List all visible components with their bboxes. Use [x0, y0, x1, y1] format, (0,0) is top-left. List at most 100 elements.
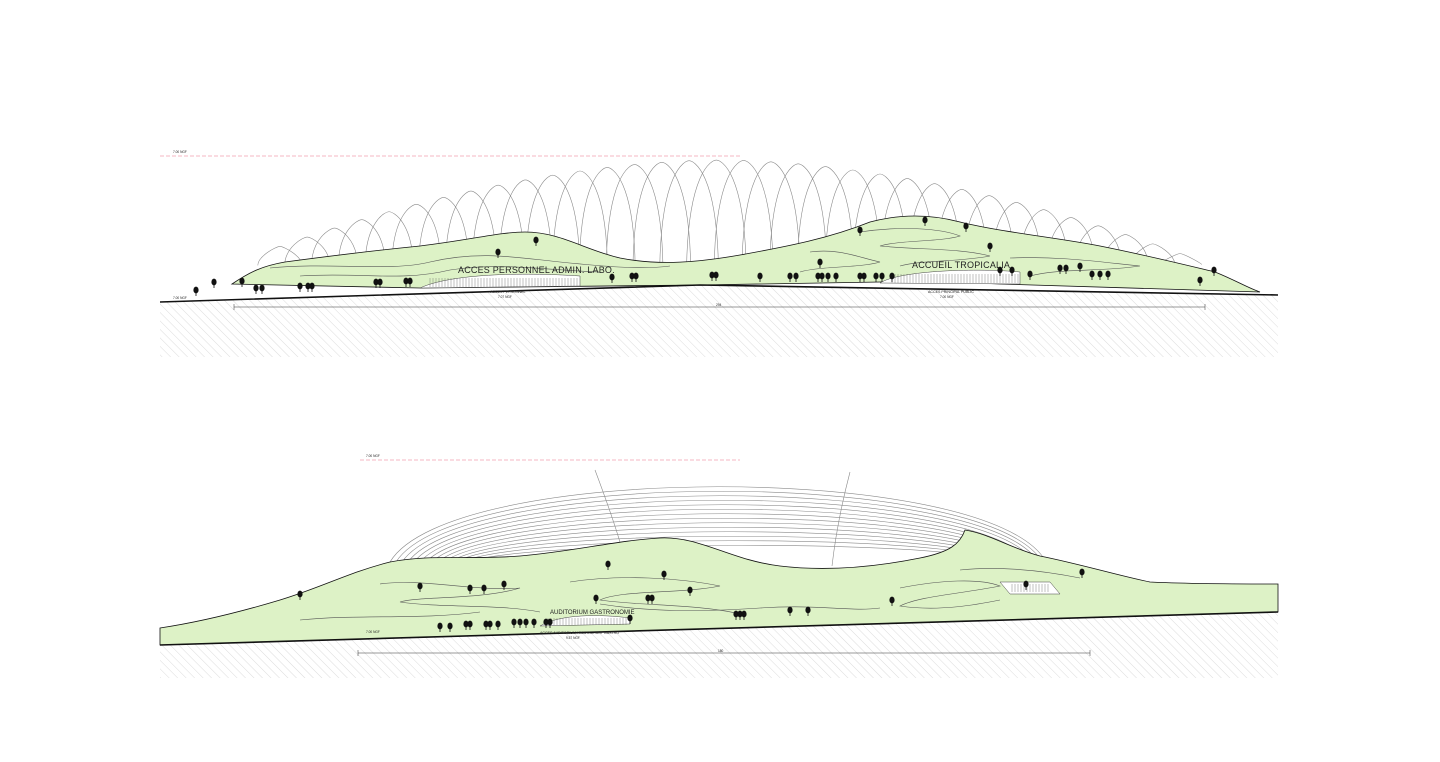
datum-label-top: 7.00 NGF: [173, 150, 187, 154]
tree-trunk: [195, 293, 197, 296]
tree-icon: [857, 272, 863, 282]
tree-icon: [309, 282, 315, 292]
tree-icon: [297, 590, 303, 600]
tree-trunk: [419, 589, 421, 592]
tree-trunk: [835, 279, 837, 282]
tree-crown: [793, 272, 799, 280]
ground-level-bottom: 7.00 NGF: [366, 630, 380, 634]
tree-icon: [517, 618, 523, 628]
tree-crown: [833, 272, 839, 280]
dome-rib: [257, 246, 303, 266]
tree-crown: [447, 622, 453, 630]
tree-crown: [817, 258, 823, 266]
tree-icon: [1097, 270, 1103, 280]
tree-icon: [407, 277, 413, 287]
tree-trunk: [261, 291, 263, 294]
tree-crown: [1089, 270, 1095, 278]
tree-crown: [713, 271, 719, 279]
tree-trunk: [629, 621, 631, 624]
tree-icon: [922, 216, 928, 226]
tree-trunk: [827, 279, 829, 282]
tree-icon: [661, 570, 667, 580]
tree-icon: [483, 620, 489, 630]
tree-icon: [487, 620, 493, 630]
tree-trunk: [735, 617, 737, 620]
tree-trunk: [607, 567, 609, 570]
ground-line-top: [159, 284, 1279, 303]
tree-icon: [447, 622, 453, 632]
tree-crown: [649, 594, 655, 602]
dome-rib: [445, 190, 497, 272]
tree-icon: [713, 271, 719, 281]
tree-trunk: [449, 629, 451, 632]
tree-crown: [627, 614, 633, 622]
tree-crown: [417, 582, 423, 590]
dome-rib: [418, 197, 470, 271]
tree-icon: [633, 272, 639, 282]
tree-trunk: [405, 284, 407, 287]
tree-crown: [922, 216, 928, 224]
tree-trunk: [611, 280, 613, 283]
tree-crown: [609, 273, 615, 281]
elevation-top: 7.00 NGF 294 ACCES: [159, 150, 1279, 357]
tree-crown: [819, 272, 825, 280]
tree-icon: [787, 606, 793, 616]
tree-icon: [997, 266, 1003, 276]
dome-rib: [713, 160, 774, 280]
dome-arc: [401, 495, 1038, 563]
entrance-public-label: ACCES PRINCIPAL PUBLIC: [928, 290, 974, 294]
tree-trunk: [1029, 277, 1031, 280]
tree-icon: [305, 282, 311, 292]
ground-section-bottom: [160, 612, 1278, 678]
tree-crown: [661, 570, 667, 578]
tree-trunk: [1199, 283, 1201, 286]
dome-rib: [498, 179, 553, 274]
tree-trunk: [497, 627, 499, 630]
dome-rib: [578, 167, 636, 277]
tree-icon: [1063, 264, 1069, 274]
tree-crown: [987, 242, 993, 250]
tree-icon: [627, 614, 633, 624]
tree-icon: [737, 610, 743, 620]
tree-trunk: [375, 285, 377, 288]
tree-icon: [211, 278, 217, 288]
tree-crown: [297, 282, 303, 290]
tree-icon: [1211, 266, 1217, 276]
tree-trunk: [863, 279, 865, 282]
dome-rib: [337, 219, 386, 269]
tree-crown: [889, 596, 895, 604]
tree-trunk: [1059, 271, 1061, 274]
ground-line-bottom: [159, 611, 1279, 646]
tree-icon: [531, 618, 537, 628]
entrance-public-level: 7.00 NGF: [940, 295, 954, 299]
tree-trunk: [647, 601, 649, 604]
tree-icon: [501, 580, 507, 590]
tree-crown: [645, 594, 651, 602]
tree-trunk: [311, 289, 313, 292]
tree-icon: [377, 278, 383, 288]
tree-trunk: [545, 625, 547, 628]
tree-trunk: [497, 255, 499, 258]
entrance-staff-label: ACCES PERSONNEL: [490, 290, 526, 294]
tree-crown: [1211, 266, 1217, 274]
tree-trunk: [807, 613, 809, 616]
landscape-bottom: [159, 529, 1279, 646]
label-auditorium: AUDITORIUM GASTRONOMIE: [550, 610, 635, 616]
dome-rib: [471, 184, 525, 273]
tree-crown: [297, 590, 303, 598]
tree-icon: [793, 272, 799, 282]
trees-bottom: [297, 560, 1085, 632]
tree-crown: [593, 594, 599, 602]
tree-crown: [709, 271, 715, 279]
tree-crown: [309, 282, 315, 290]
tree-trunk: [1099, 277, 1101, 280]
tree-icon: [547, 618, 553, 628]
elevation-bottom: 7.00 NGF 180 AUDITORIUM GASTRONOMIE ACCE…: [159, 454, 1279, 678]
tree-icon: [1079, 568, 1085, 578]
tree-icon: [1057, 264, 1063, 274]
tree-crown: [543, 618, 549, 626]
tree-trunk: [469, 591, 471, 594]
tree-icon: [861, 272, 867, 282]
tree-trunk: [489, 627, 491, 630]
